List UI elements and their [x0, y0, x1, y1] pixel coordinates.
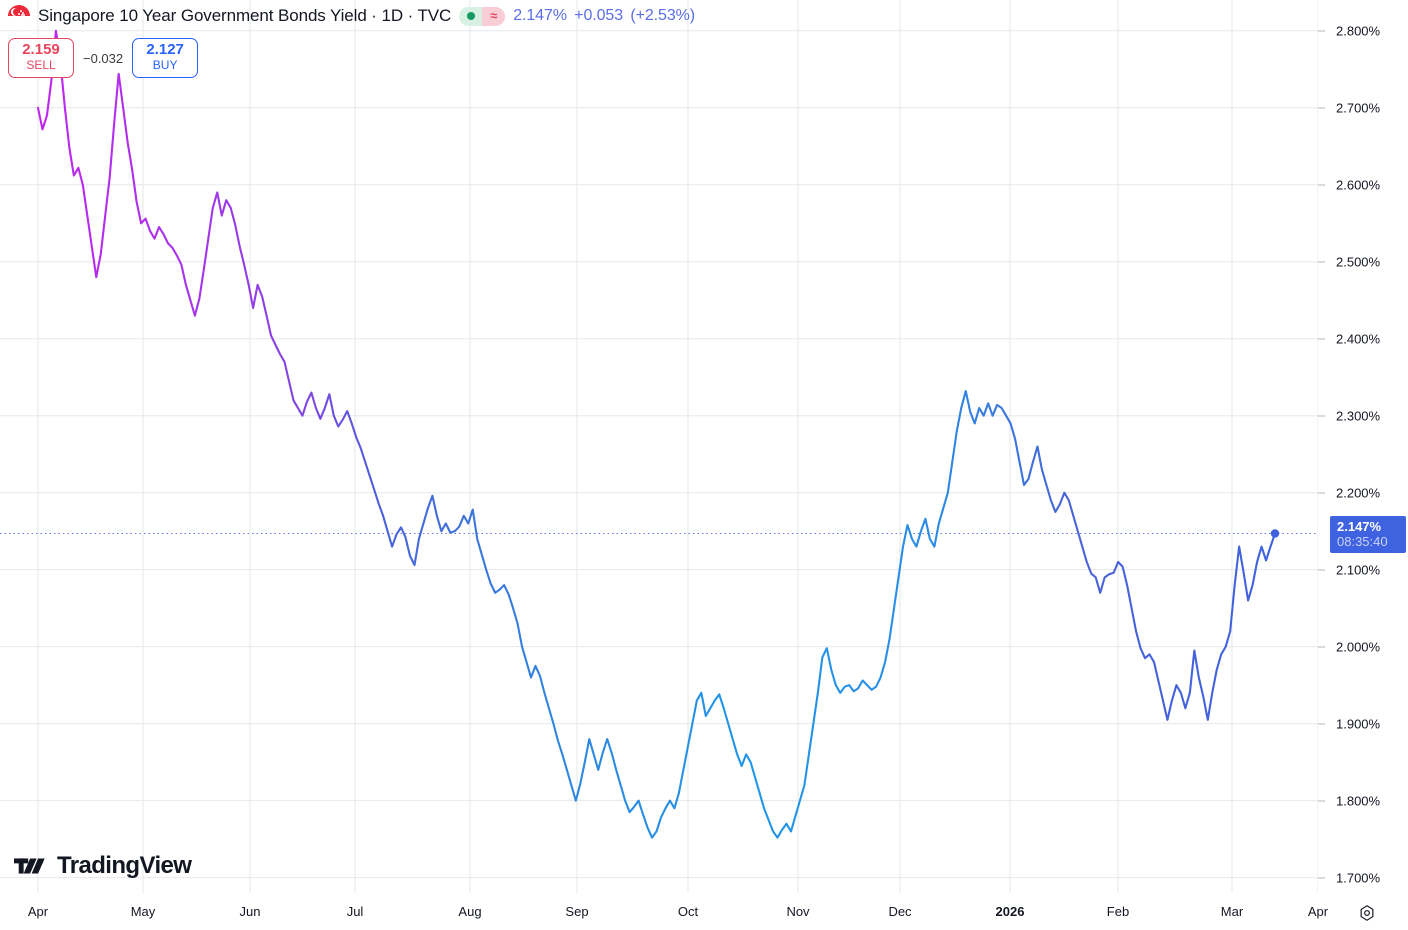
yield-series-line: [36, 29, 1277, 839]
time-tick-label: 2026: [995, 904, 1025, 919]
sell-button[interactable]: 2.159 SELL: [8, 38, 74, 78]
price-tick-dash: [1318, 107, 1325, 109]
price-tick-label: 1.900%: [1336, 716, 1381, 732]
price-tick-label: 2.000%: [1336, 639, 1381, 655]
time-tick-label: Dec: [888, 904, 912, 919]
buy-label: BUY: [152, 58, 178, 72]
last-price-marker-dot: [1270, 529, 1280, 538]
price-tick-label: 2.700%: [1336, 100, 1381, 116]
change-percent: (+2.53%): [630, 7, 695, 24]
price-tick-label: 2.800%: [1336, 23, 1381, 39]
time-tick-label: Jun: [239, 904, 261, 919]
time-tick-label: Apr: [1307, 904, 1329, 919]
price-tick-dash: [1318, 30, 1325, 32]
price-tick-dash: [1318, 492, 1325, 494]
time-tick-label: May: [130, 904, 156, 919]
change-absolute: +0.053: [574, 7, 624, 24]
chart-settings-nut-icon[interactable]: [1358, 904, 1376, 922]
market-status-pill[interactable]: ≈: [459, 6, 506, 26]
time-tick-label: Aug: [458, 904, 482, 919]
vertical-gridlines: [37, 0, 1318, 893]
price-tick-label: 2.200%: [1336, 485, 1381, 501]
yield-line-chart: [0, 0, 1318, 893]
chart-header: Singapore 10 Year Government Bonds Yield…: [0, 0, 695, 32]
price-tick-dash: [1318, 646, 1325, 648]
instrument-title[interactable]: Singapore 10 Year Government Bonds Yield…: [38, 6, 452, 25]
price-tick-dash: [1318, 877, 1325, 879]
chart-plot-area[interactable]: [0, 0, 1318, 893]
price-tick-label: 1.700%: [1336, 870, 1381, 886]
price-tick-label: 1.800%: [1336, 793, 1381, 809]
trade-widget: 2.159 SELL −0.032 2.127 BUY: [8, 38, 199, 78]
singapore-flag-icon: [8, 5, 30, 27]
buy-button[interactable]: 2.127 BUY: [132, 38, 199, 78]
buy-price: 2.127: [146, 41, 184, 58]
market-open-dot-icon: [459, 6, 483, 26]
time-tick-label: Oct: [677, 904, 699, 919]
time-tick-label: Apr: [27, 904, 49, 919]
price-axis[interactable]: 2.147% 08:35:40 2.800% 2.700% 2.600% 2.500%…: [1318, 0, 1408, 893]
spread-value: −0.032: [83, 50, 124, 66]
sell-price: 2.159: [22, 41, 60, 58]
time-tick-label: Sep: [565, 904, 589, 919]
time-tick-label: Mar: [1220, 904, 1244, 919]
price-tick-dash: [1318, 569, 1325, 571]
current-price-badge[interactable]: 2.147% 08:35:40: [1330, 516, 1406, 554]
time-tick-label: Feb: [1106, 904, 1130, 919]
price-tick-label: 2.600%: [1336, 177, 1381, 193]
price-tick-label: 2.500%: [1336, 254, 1381, 270]
last-price-value: 2.147%: [513, 7, 567, 24]
time-axis[interactable]: Apr May Jun Jul Aug Sep Oct Nov Dec 2026 Feb Mar Apr: [0, 893, 1408, 930]
delayed-data-icon: ≈: [482, 6, 506, 26]
current-price-time: 08:35:40: [1337, 534, 1388, 550]
price-tick-label: 2.400%: [1336, 331, 1381, 347]
price-tick-label: 2.100%: [1336, 562, 1381, 578]
price-tick-dash: [1318, 723, 1325, 725]
sell-label: SELL: [26, 58, 56, 72]
price-tick-dash: [1318, 415, 1325, 417]
quote-readout: 2.147% +0.053 (+2.53%): [513, 7, 695, 25]
price-tick-label: 2.300%: [1336, 408, 1381, 424]
time-tick-label: Nov: [786, 904, 810, 919]
price-tick-dash: [1318, 184, 1325, 186]
price-tick-dash: [1318, 338, 1325, 340]
time-tick-label: Jul: [346, 904, 364, 919]
price-tick-dash: [1318, 800, 1325, 802]
current-price-value: 2.147%: [1337, 519, 1382, 535]
horizontal-gridlines: [0, 30, 1318, 879]
price-tick-dash: [1318, 261, 1325, 263]
